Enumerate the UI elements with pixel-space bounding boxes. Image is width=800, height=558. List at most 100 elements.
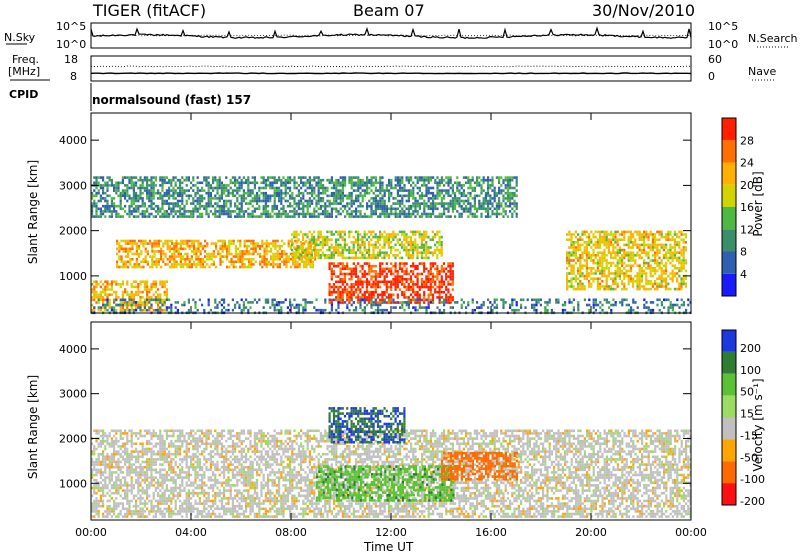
power-cell: [123, 266, 125, 269]
power-cell: [95, 293, 97, 296]
power-cell: [255, 245, 257, 248]
power-cell: [546, 309, 548, 312]
power-cell: [205, 184, 207, 187]
power-cell: [494, 301, 496, 304]
power-cell: [353, 262, 355, 265]
power-cell: [403, 187, 405, 190]
power-cell: [320, 244, 322, 247]
power-cell: [337, 294, 339, 297]
power-cell: [579, 246, 581, 249]
power-cell: [269, 182, 271, 185]
power-cell: [144, 283, 146, 286]
power-cell: [302, 251, 304, 254]
power-cell: [235, 250, 237, 253]
power-cell: [342, 294, 344, 297]
power-cell: [236, 205, 238, 208]
power-cell: [355, 213, 357, 216]
power-cell: [295, 257, 297, 260]
power-cell: [676, 236, 678, 239]
power-cell: [377, 306, 379, 309]
power-cell: [134, 253, 136, 256]
power-cell: [439, 179, 441, 182]
power-cell: [579, 270, 581, 273]
power-cell: [439, 301, 441, 304]
power-cell: [230, 210, 232, 213]
power-cell: [614, 283, 616, 286]
power-cell: [93, 286, 95, 289]
power-cell: [249, 182, 251, 185]
power-cell: [274, 242, 276, 245]
power-cell: [685, 233, 687, 236]
power-cell: [191, 245, 193, 248]
power-cell: [272, 242, 274, 245]
power-cell: [348, 236, 350, 239]
power-cell: [685, 309, 687, 312]
power-cell: [282, 182, 284, 185]
power-cell: [337, 192, 339, 195]
power-cell: [113, 306, 115, 309]
power-cell: [430, 265, 432, 268]
power-cell: [247, 179, 249, 182]
power-cell: [388, 241, 390, 244]
power-cell: [309, 241, 311, 244]
power-cell: [293, 251, 295, 254]
power-cell: [417, 200, 419, 203]
power-cell: [372, 254, 374, 257]
power-cell: [170, 306, 172, 309]
power-cell: [630, 267, 632, 270]
power-cell: [137, 187, 139, 190]
power-cell: [399, 306, 401, 309]
power-cell: [436, 275, 438, 278]
power-cell: [153, 255, 155, 258]
power-cell: [417, 278, 419, 281]
power-cell: [155, 283, 157, 286]
power-cell: [118, 266, 120, 269]
power-cell: [245, 299, 247, 302]
power-cell: [177, 192, 179, 195]
power-cell: [390, 236, 392, 239]
power-cell: [423, 184, 425, 187]
power-cell: [153, 263, 155, 266]
power-cell: [245, 202, 247, 205]
power-cell: [395, 208, 397, 211]
power-cell: [331, 179, 333, 182]
power-cell: [270, 248, 272, 251]
power-cell: [359, 187, 361, 190]
power-cell: [166, 202, 168, 205]
power-cell: [142, 215, 144, 218]
power-cell: [450, 306, 452, 309]
power-cell: [326, 200, 328, 203]
power-cell: [230, 182, 232, 185]
power-cell: [331, 195, 333, 198]
power-cell: [113, 208, 115, 211]
power-cell: [661, 262, 663, 265]
power-cell: [265, 210, 267, 213]
power-cell: [293, 176, 295, 179]
power-cell: [381, 309, 383, 312]
power-cell: [183, 210, 185, 213]
power-cell: [683, 301, 685, 304]
power-cell: [295, 249, 297, 252]
power-cell: [395, 210, 397, 213]
power-cell: [300, 182, 302, 185]
power-cell: [238, 215, 240, 218]
power-cell: [432, 238, 434, 241]
power-cell: [276, 304, 278, 307]
power-cell: [161, 283, 163, 286]
power-cell: [623, 275, 625, 278]
power-cell: [395, 286, 397, 289]
power-cell: [419, 251, 421, 254]
power-cell: [208, 213, 210, 216]
power-cell: [302, 195, 304, 198]
power-cell: [461, 184, 463, 187]
power-cell: [669, 277, 671, 280]
power-cell: [315, 238, 317, 241]
power-cell: [447, 208, 449, 211]
power-cell: [375, 301, 377, 304]
power-cell: [307, 301, 309, 304]
power-cell: [333, 270, 335, 273]
power-cell: [650, 264, 652, 267]
power-cell: [430, 246, 432, 249]
power-cell: [181, 192, 183, 195]
power-cell: [115, 296, 117, 299]
